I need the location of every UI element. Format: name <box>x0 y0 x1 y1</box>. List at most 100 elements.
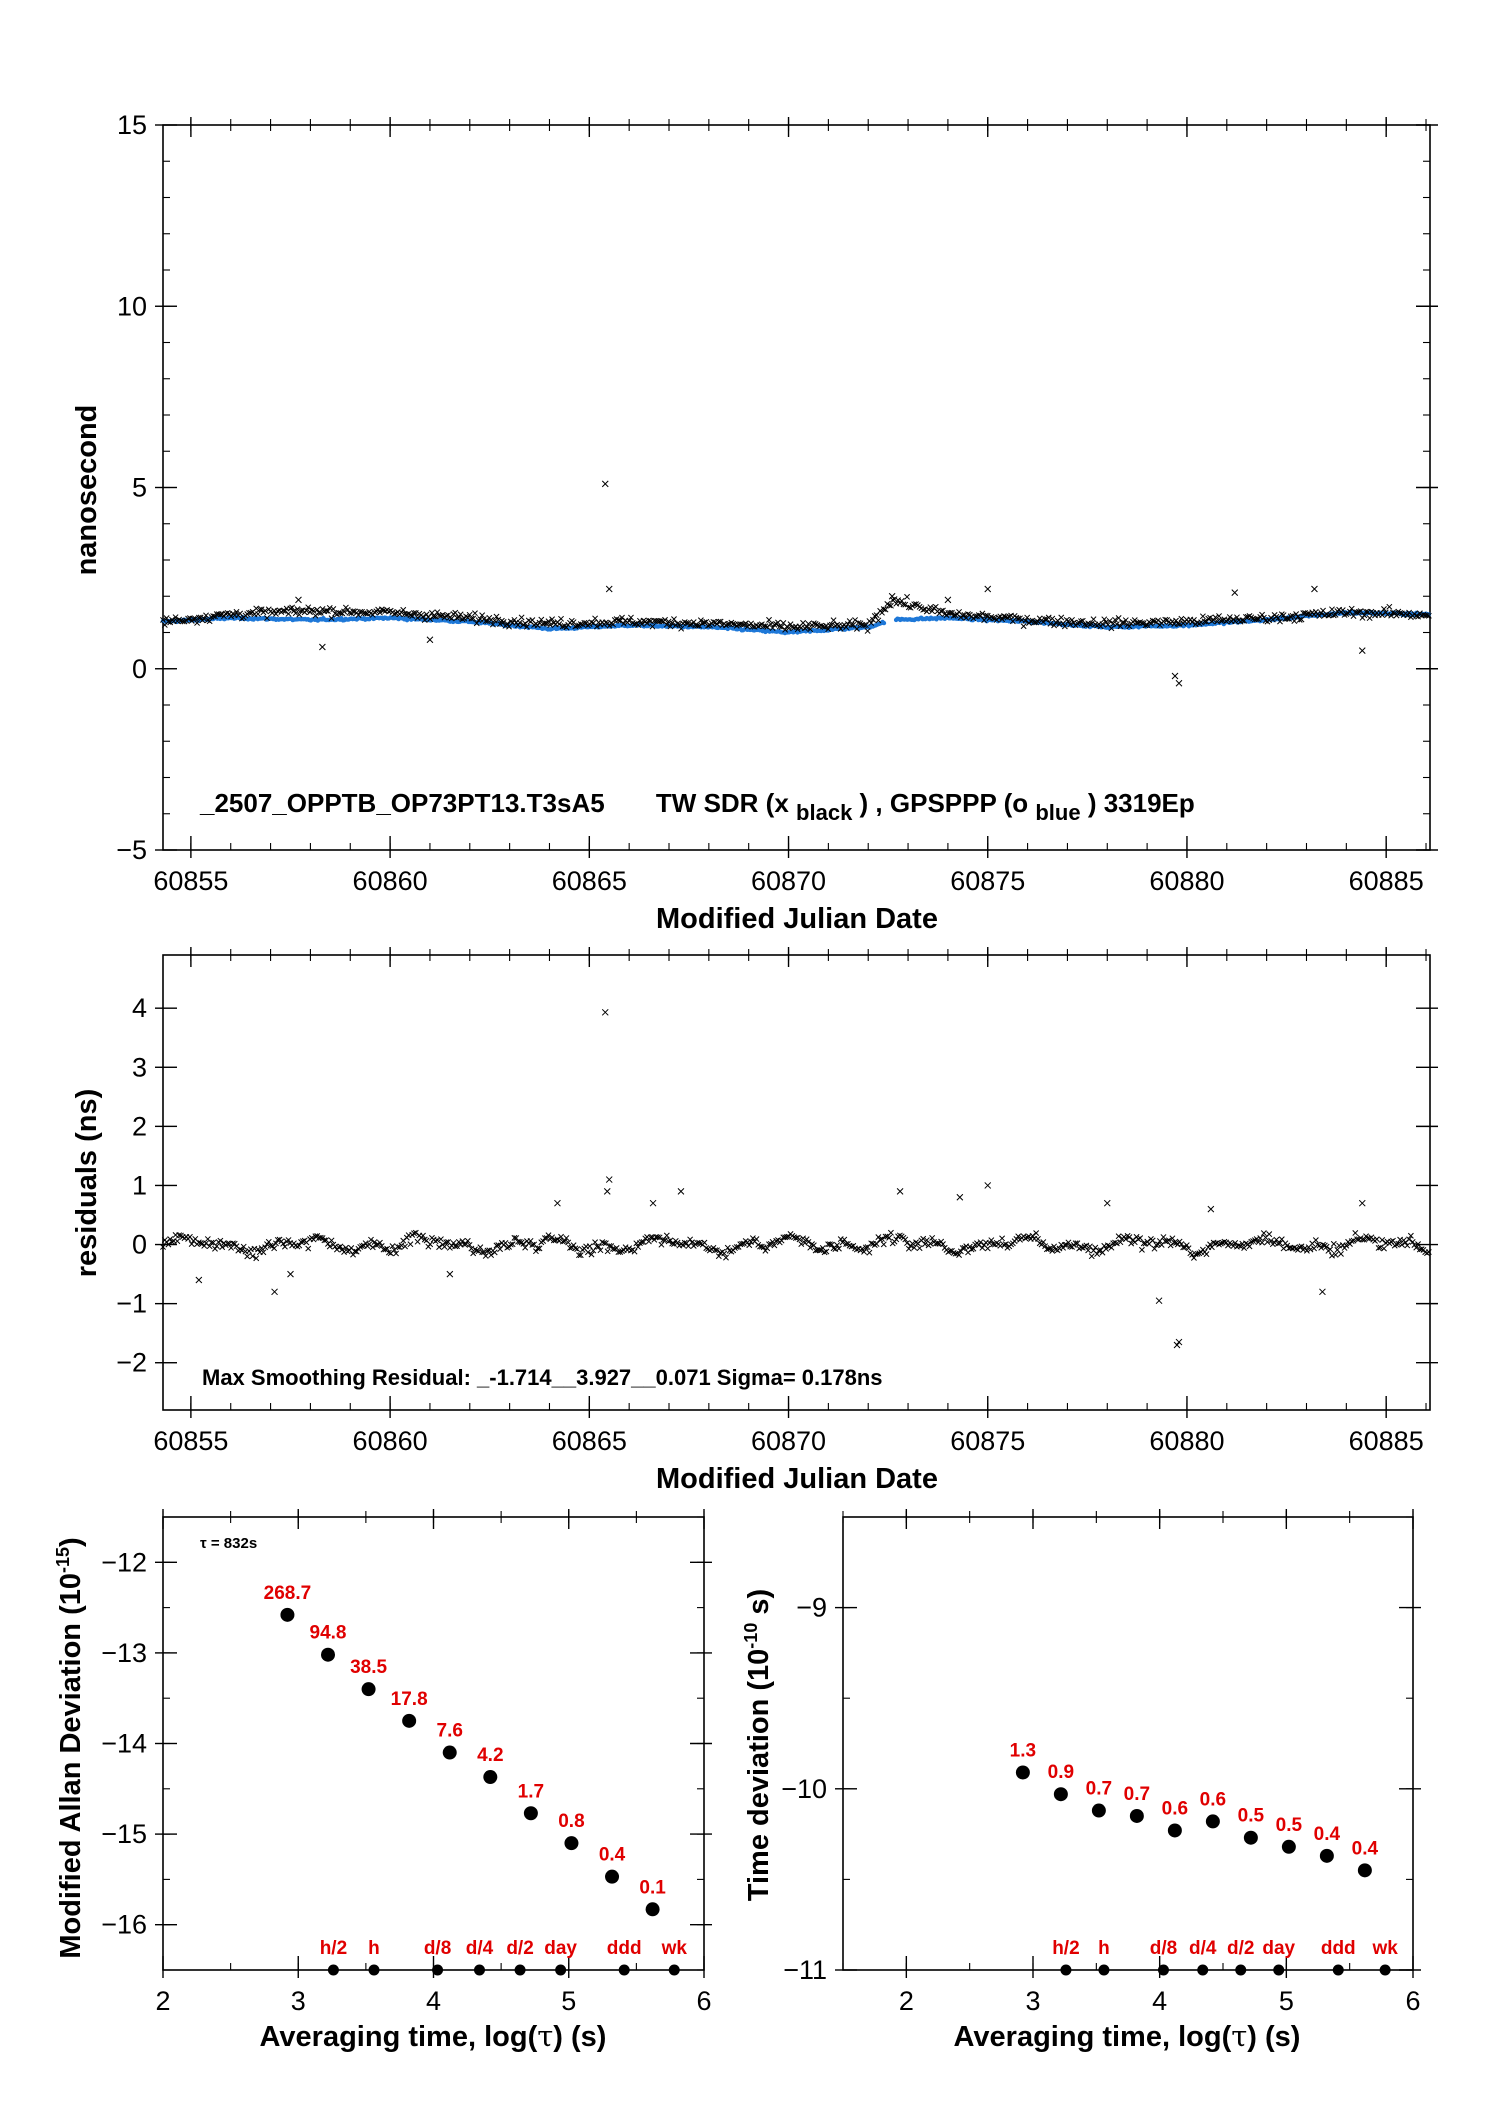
tdev-point <box>1167 1823 1182 1838</box>
tw-sdr-point <box>326 604 333 611</box>
residual-point <box>1332 1251 1339 1258</box>
tw-sdr-point <box>988 613 995 620</box>
residual-point <box>658 1241 665 1248</box>
residual-point <box>1060 1244 1067 1251</box>
residual-point <box>615 1249 622 1256</box>
tw-sdr-point <box>1316 612 1323 619</box>
tw-sdr-point <box>710 618 717 625</box>
residual-point <box>1063 1242 1070 1248</box>
tdev-x-tick-label: 3 <box>1025 1986 1040 2016</box>
tw-sdr-point <box>739 621 746 628</box>
residual-outlier <box>649 1199 657 1207</box>
tw-sdr-point <box>1113 621 1120 628</box>
tdev-xlabel-a: Averaging time, log( <box>954 2021 1232 2053</box>
residual-point <box>771 1242 778 1249</box>
residual-point <box>595 1243 602 1250</box>
residual-point <box>1268 1237 1274 1244</box>
residual-point <box>952 1250 959 1257</box>
time-series-x-ticks: 60855 60860 60865 60870 60875 60880 60885 <box>153 117 1427 896</box>
residual-point <box>597 1247 604 1254</box>
tdev-y-tick-label: −9 <box>796 1593 827 1623</box>
tw-sdr-point <box>534 622 541 629</box>
residual-point <box>610 1245 616 1252</box>
tw-sdr-point <box>289 604 296 611</box>
tw-sdr-point <box>1277 618 1283 625</box>
residual-point <box>229 1240 236 1247</box>
residual-point <box>877 1236 884 1243</box>
mdev-y-tick-label: −12 <box>101 1547 147 1577</box>
tw-sdr-point <box>1086 621 1093 628</box>
residual-point <box>929 1234 936 1241</box>
tw-sdr-point <box>1284 615 1291 622</box>
tw-sdr-outlier <box>605 585 613 593</box>
residual-point <box>1115 1233 1122 1240</box>
tdev-point <box>1205 1814 1220 1829</box>
residual-point <box>1103 1245 1110 1252</box>
tw-sdr-point <box>873 612 880 619</box>
residual-point <box>977 1239 984 1246</box>
residual-point <box>671 1241 677 1247</box>
mdev-time-marker <box>555 1964 567 1976</box>
tw-sdr-point <box>337 610 344 616</box>
residual-point <box>1246 1243 1253 1250</box>
residual-point <box>997 1242 1004 1249</box>
residual-point <box>835 1245 842 1252</box>
residual-point <box>1248 1238 1255 1245</box>
mdev-point <box>321 1647 336 1662</box>
residual-point <box>432 1238 439 1245</box>
tw-sdr-point <box>1137 619 1144 626</box>
residual-point <box>792 1235 799 1241</box>
mdev-time-marker <box>368 1964 380 1976</box>
residual-point <box>260 1249 267 1256</box>
residual-outlier <box>956 1193 964 1201</box>
residual-point <box>816 1247 823 1253</box>
tw-sdr-point <box>990 614 997 621</box>
tw-sdr-point <box>631 620 638 627</box>
residual-point <box>882 1233 889 1240</box>
tdev-point-label: 0.9 <box>1048 1762 1074 1783</box>
rs-x-tick-label: 60875 <box>950 1426 1025 1456</box>
tw-sdr-point <box>186 615 193 622</box>
residual-point <box>394 1243 401 1250</box>
tw-sdr-point <box>1232 618 1239 625</box>
tw-sdr-point <box>376 609 383 616</box>
tw-sdr-point <box>757 622 763 629</box>
residual-point <box>522 1244 529 1251</box>
residual-point <box>1364 1235 1371 1242</box>
tw-sdr-point <box>518 614 525 621</box>
residual-point <box>565 1239 572 1246</box>
residual-point <box>979 1244 986 1251</box>
residual-point <box>1260 1230 1267 1237</box>
residual-point <box>536 1245 543 1252</box>
tw-sdr-point <box>292 610 299 617</box>
residual-point <box>887 1229 894 1236</box>
residual-point <box>862 1244 869 1251</box>
residual-point <box>1024 1234 1031 1241</box>
residual-point <box>1052 1246 1059 1253</box>
tw-sdr-point <box>1293 611 1300 618</box>
tw-sdr-point <box>827 622 833 629</box>
residual-point <box>688 1239 695 1246</box>
mdev-point-label: 7.6 <box>437 1721 463 1742</box>
mdev-time-marker <box>618 1964 630 1976</box>
residual-point <box>1151 1245 1158 1252</box>
tw-sdr-point <box>256 606 263 613</box>
residual-point <box>463 1241 469 1247</box>
residual-point <box>1327 1246 1334 1253</box>
residual-point <box>714 1247 720 1254</box>
tdev-time-marker <box>1273 1964 1285 1976</box>
tw-sdr-point <box>328 615 335 622</box>
tdev-time-marker <box>1332 1964 1344 1976</box>
residual-point <box>1137 1235 1144 1242</box>
tw-sdr-point <box>420 613 426 620</box>
rs-x-tick-label: 60880 <box>1149 1426 1224 1456</box>
residual-point <box>436 1244 443 1251</box>
tw-sdr-point <box>742 620 749 627</box>
residual-point <box>1217 1240 1224 1247</box>
residual-point <box>1303 1247 1310 1254</box>
residual-outlier <box>287 1270 294 1278</box>
tw-sdr-point <box>1061 623 1068 630</box>
tw-sdr-point <box>981 617 988 624</box>
ts-x-tick-label: 60885 <box>1349 866 1424 896</box>
time-series-y-ticks: −5 0 5 10 15 <box>116 110 1438 865</box>
